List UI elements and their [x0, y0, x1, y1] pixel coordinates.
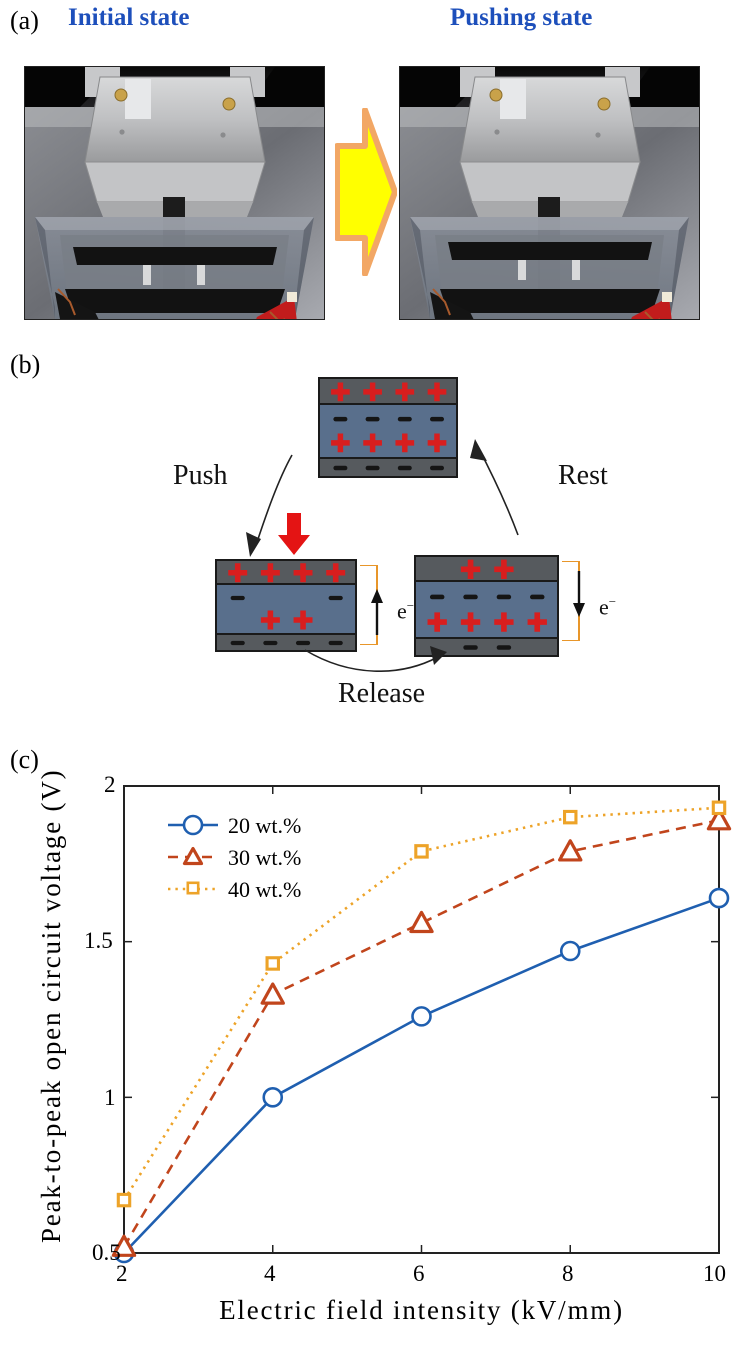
svg-text:20 wt.%: 20 wt.% — [228, 813, 301, 838]
svg-text:40 wt.%: 40 wt.% — [228, 877, 301, 902]
svg-text:30 wt.%: 30 wt.% — [228, 845, 301, 870]
